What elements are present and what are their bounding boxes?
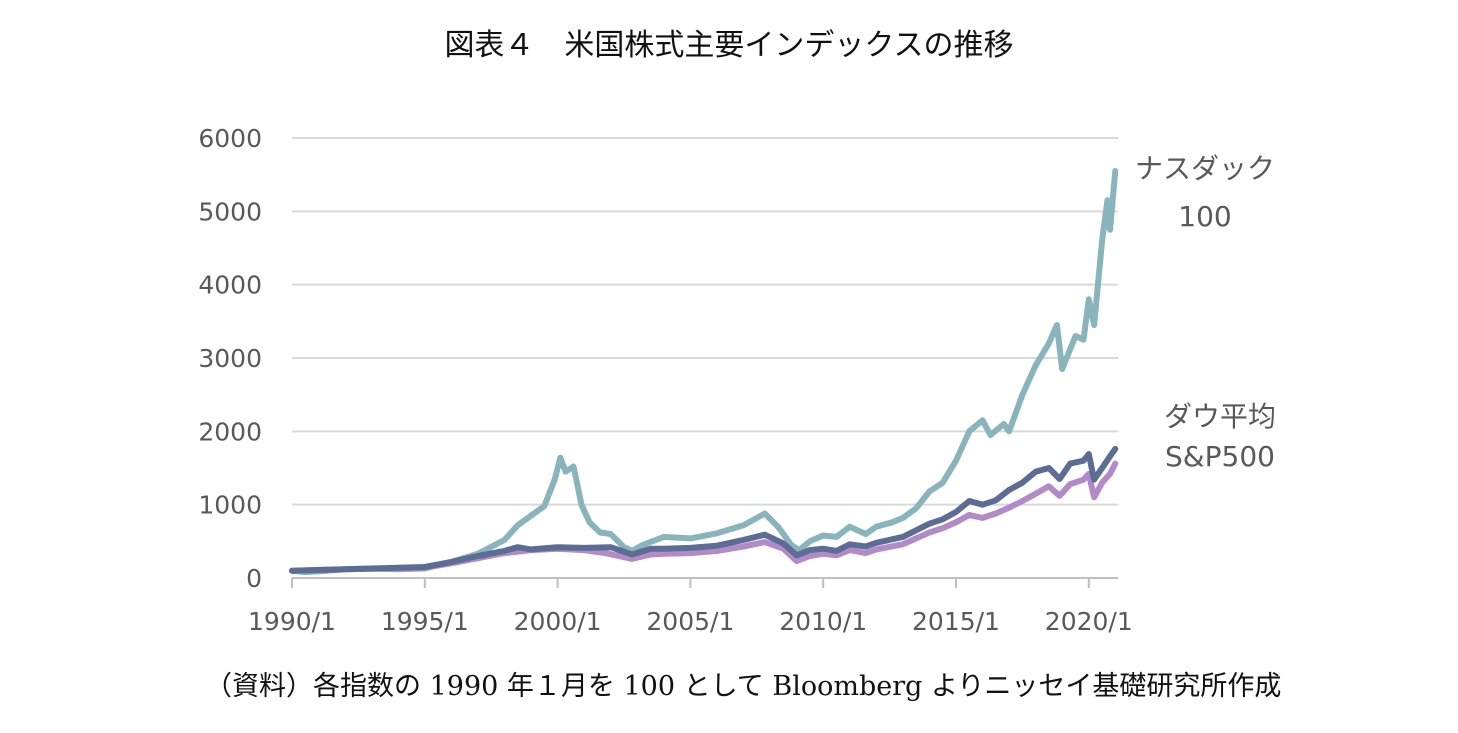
y-tick-label-1000: 1000 [198, 491, 262, 520]
series-direct-labels: ナスダック 100 ダウ平均 S&P500 [1135, 152, 1276, 473]
series-label-sp500-0: S&P500 [1165, 440, 1275, 473]
series-label-nasdaq-0: ナスダック [1135, 152, 1275, 185]
y-tick-label-6000: 6000 [198, 124, 262, 153]
x-tick-label-2010: 2010/1 [779, 607, 867, 636]
x-axis-tick-labels: 1990/1 1995/1 2000/1 2005/1 2010/1 2015/1 2020… [248, 607, 1133, 636]
y-tick-label-0: 0 [246, 564, 262, 593]
x-axis [291, 577, 1118, 588]
y-tick-label-5000: 5000 [198, 197, 262, 226]
y-axis-tick-labels: 0 1000 2000 3000 4000 5000 6000 [198, 124, 262, 593]
series-line-dow [289, 445, 1119, 574]
x-tick-label-2005: 2005/1 [646, 607, 734, 636]
grid-lines [292, 137, 1118, 506]
series-label-nasdaq-1: 100 [1178, 200, 1231, 233]
series-line-nasdaq [289, 168, 1119, 576]
source-note: （資料）各指数の 1990 年１月を 100 として Bloomberg よりニ… [205, 671, 1282, 702]
y-tick-label-2000: 2000 [198, 417, 262, 446]
x-tick-label-1990: 1990/1 [248, 607, 336, 636]
y-tick-label-4000: 4000 [198, 271, 262, 300]
series-label-dow-0: ダウ平均 [1164, 400, 1276, 433]
x-tick-label-2000: 2000/1 [514, 607, 602, 636]
series-line-sp500 [289, 460, 1119, 574]
x-tick-label-1995: 1995/1 [381, 607, 469, 636]
chart-title: 図表４ 米国株式主要インデックスの推移 [444, 28, 1014, 63]
x-tick-label-2015: 2015/1 [912, 607, 1000, 636]
x-tick-label-2020: 2020/1 [1045, 607, 1133, 636]
y-tick-label-3000: 3000 [198, 344, 262, 373]
series-lines [289, 168, 1119, 576]
